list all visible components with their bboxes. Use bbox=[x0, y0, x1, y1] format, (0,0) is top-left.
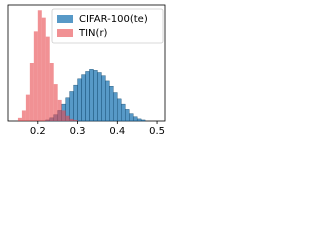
bar bbox=[53, 84, 58, 121]
bar bbox=[33, 31, 38, 122]
bar bbox=[85, 71, 90, 122]
x-tick-label: 0.2 bbox=[30, 126, 46, 137]
bar bbox=[121, 103, 126, 122]
bar bbox=[113, 92, 118, 122]
bar bbox=[77, 78, 82, 122]
bar bbox=[117, 98, 122, 122]
x-tick-label: 0.3 bbox=[70, 126, 86, 137]
bar bbox=[25, 94, 30, 121]
bar bbox=[93, 70, 98, 122]
bar bbox=[45, 36, 50, 121]
legend-swatch bbox=[57, 29, 73, 37]
bar bbox=[41, 17, 46, 122]
legend-box bbox=[51, 8, 164, 44]
x-tick-label: 0.4 bbox=[109, 126, 125, 137]
bar bbox=[49, 63, 54, 121]
bar bbox=[140, 119, 146, 122]
bar bbox=[61, 110, 66, 121]
bar bbox=[65, 115, 70, 121]
bar bbox=[101, 75, 106, 122]
bar bbox=[69, 91, 74, 122]
bar bbox=[133, 116, 138, 122]
bar bbox=[37, 10, 42, 121]
bar bbox=[73, 84, 78, 122]
bar bbox=[105, 80, 110, 122]
bar bbox=[57, 99, 62, 121]
bar bbox=[81, 74, 86, 122]
bar bbox=[29, 63, 34, 121]
bar bbox=[21, 110, 26, 121]
chart: 0.2 0.3 0.4 0.5 CIFAR-100(te) TIN(r) bbox=[7, 4, 166, 137]
bar bbox=[73, 119, 78, 121]
bar bbox=[136, 118, 142, 122]
legend-label: TIN(r) bbox=[78, 28, 108, 39]
legend-label: CIFAR-100(te) bbox=[79, 14, 148, 25]
legend-swatch bbox=[57, 15, 73, 23]
x-tick-label: 0.5 bbox=[149, 126, 165, 137]
bar bbox=[97, 72, 102, 122]
bar bbox=[109, 85, 114, 122]
bar bbox=[125, 109, 130, 122]
bar bbox=[17, 117, 22, 121]
bar bbox=[89, 69, 94, 122]
bar bbox=[69, 118, 74, 121]
bar bbox=[129, 113, 134, 122]
